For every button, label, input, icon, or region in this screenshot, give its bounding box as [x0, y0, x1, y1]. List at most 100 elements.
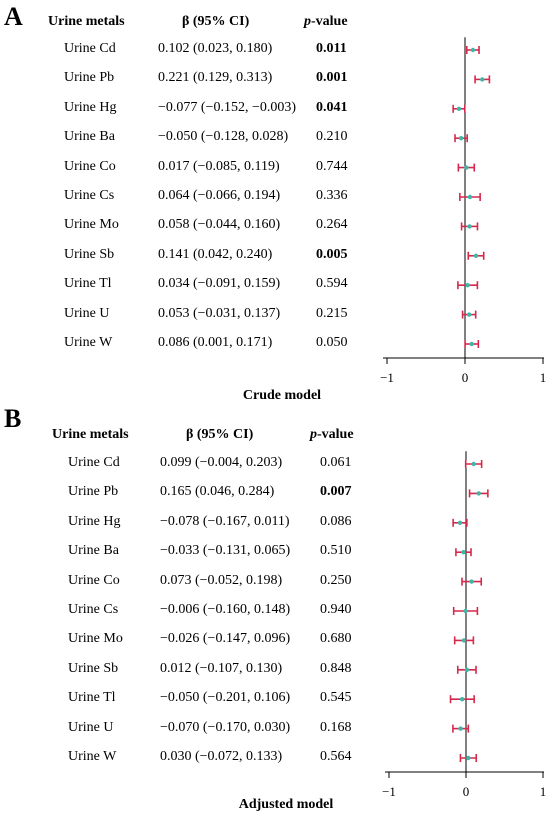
panel-b-row-beta-ci: 0.012 (−0.107, 0.130): [160, 660, 283, 676]
panel-b-row-pvalue: 0.168: [320, 719, 352, 735]
panel-b-row-beta-ci: −0.050 (−0.201, 0.106): [160, 690, 291, 706]
panel-b-row-metal: Urine U: [68, 719, 114, 735]
panel-a-row-beta-ci: 0.141 (0.042, 0.240): [158, 246, 273, 262]
panel-a-row-beta-ci: 0.064 (−0.066, 0.194): [158, 188, 281, 203]
panel-a-row-beta-ci: 0.034 (−0.091, 0.159): [158, 276, 281, 292]
panel-a-title: Crude model: [242, 388, 322, 403]
panel-a-row-metal: Urine Co: [64, 158, 116, 174]
panel-a-row-pvalue: 0.050: [316, 335, 348, 350]
panel-b-row-metal: Urine Cs: [68, 602, 119, 617]
panel-a-row-beta-ci: 0.053 (−0.031, 0.137): [158, 305, 281, 321]
panel-b-row-beta-ci: −0.070 (−0.170, 0.030): [160, 719, 291, 735]
panel-b-row-pvalue: 0.510: [320, 543, 352, 559]
panel-a-row-metal: Urine Mo: [64, 217, 119, 233]
panel-a-point-estimate: [458, 136, 464, 141]
panel-a-row-metal: Urine Sb: [64, 246, 115, 262]
panel-a-row-metal: Urine Tl: [64, 276, 112, 292]
panel-a-row-pvalue: 0.041: [316, 99, 348, 115]
panel-b-header-value: -value: [317, 427, 354, 442]
panel-b-row-metal: Urine Hg: [68, 513, 121, 529]
panel-a-row-pvalue: 0.005: [316, 246, 348, 262]
panel-b-header-p: p: [310, 427, 317, 442]
panel-b-point-estimate: [464, 667, 470, 672]
panel-a-point-estimate: [480, 77, 485, 82]
panel-a-point-estimate: [456, 106, 462, 112]
panel-a-header-value: -value: [311, 14, 348, 29]
panel-a-header-metals: Urine metals: [48, 14, 125, 29]
panel-b-title: Adjusted model: [238, 797, 334, 812]
panel-b-row-metal: Urine Mo: [68, 631, 123, 647]
panel-a-x-tick-label: 1: [540, 370, 547, 385]
panel-a-row-beta-ci: 0.017 (−0.085, 0.119): [158, 158, 280, 174]
panel-a-row-pvalue: 0.744: [316, 158, 348, 174]
panel-b-row-beta-ci: 0.099 (−0.004, 0.203): [160, 455, 283, 470]
panel-b-point-estimate: [459, 697, 465, 702]
panel-b-point-estimate: [469, 579, 474, 584]
panel-b-row-pvalue: 0.848: [320, 660, 352, 676]
panel-a-forest-plot: −1 0 1: [380, 37, 547, 385]
panel-b-row-beta-ci: −0.078 (−0.167, 0.011): [160, 513, 290, 529]
panel-b-point-estimate: [476, 491, 481, 496]
panel-a-row-metal: Urine Hg: [64, 99, 117, 115]
panel-b-point-estimate: [461, 550, 466, 555]
panel-a-row-pvalue: 0.011: [316, 41, 347, 56]
panel-a-point-estimate: [469, 341, 474, 347]
panel-b-row-metal: Urine W: [68, 749, 117, 764]
panel-a-point-estimate: [465, 283, 470, 288]
panel-b-header-metals: Urine metals: [52, 427, 129, 442]
panel-a-point-estimate: [464, 165, 469, 170]
panel-a-x-tick-label: 0: [462, 370, 469, 385]
panel-a-row-pvalue: 0.210: [316, 129, 348, 145]
panel-b-row-beta-ci: −0.033 (−0.131, 0.065): [160, 543, 291, 559]
panel-a-row-pvalue: 0.001: [316, 70, 348, 86]
panel-b-row-pvalue: 0.086: [320, 513, 352, 529]
panel-b-header-pvalue: p-value: [310, 427, 354, 443]
panel-b-row-beta-ci: −0.006 (−0.160, 0.148): [160, 602, 291, 617]
panel-b-point-estimate: [457, 520, 463, 525]
panel-b-point-estimate: [466, 755, 471, 761]
panel-b-row-pvalue: 0.250: [320, 572, 352, 588]
panel-b-x-tick-label: 1: [540, 784, 547, 799]
panel-a-point-estimate: [470, 47, 476, 53]
panel-a-row-beta-ci: −0.077 (−0.152, −0.003): [158, 99, 297, 115]
panel-a-row-metal: Urine Ba: [64, 129, 115, 145]
panel-a-row-metal: Urine Cs: [64, 188, 115, 203]
panel-b-row-beta-ci: 0.165 (0.046, 0.284): [160, 484, 275, 500]
panel-b-row-metal: Urine Pb: [68, 484, 119, 500]
panel-b-header-beta: β (95% CI): [186, 427, 254, 442]
panel-a-row-pvalue: 0.215: [316, 305, 348, 321]
panel-a-letter: A: [4, 2, 23, 31]
panel-b-row-beta-ci: −0.026 (−0.147, 0.096): [160, 631, 291, 647]
panel-b-row-pvalue: 0.564: [320, 749, 352, 764]
panel-b-x-tick-label: −1: [382, 784, 396, 799]
panel-b-row-metal: Urine Sb: [68, 660, 119, 676]
panel-a-header-beta: β (95% CI): [182, 14, 250, 29]
panel-b-letter: B: [4, 404, 22, 433]
panel-a-point-estimate: [467, 194, 473, 200]
panel-a-row-beta-ci: 0.221 (0.129, 0.313): [158, 70, 273, 86]
panel-a-row-metal: Urine Pb: [64, 70, 115, 86]
panel-a-point-estimate: [473, 253, 479, 258]
panel-b-row-pvalue: 0.545: [320, 690, 352, 706]
panel-b-row-metal: Urine Co: [68, 572, 120, 588]
panel-a-row-beta-ci: −0.050 (−0.128, 0.028): [158, 129, 289, 145]
panel-a-row-beta-ci: 0.086 (0.001, 0.171): [158, 335, 273, 350]
panel-b-row-pvalue: 0.007: [320, 484, 352, 500]
panel-a-row-pvalue: 0.594: [316, 276, 348, 292]
panel-b-row-beta-ci: 0.030 (−0.072, 0.133): [160, 749, 283, 764]
panel-a-row-beta-ci: 0.058 (−0.044, 0.160): [158, 217, 281, 233]
panel-a-x-tick-label: −1: [380, 370, 394, 385]
panel-b-row-metal: Urine Tl: [68, 690, 116, 706]
panel-b-row-metal: Urine Cd: [68, 455, 120, 470]
panel-a-row-metal: Urine W: [64, 335, 113, 350]
panel-a-point-estimate: [466, 312, 472, 317]
panel-a-row-metal: Urine U: [64, 305, 110, 321]
panel-a-row-pvalue: 0.336: [316, 188, 348, 203]
panel-a-header-pvalue: p-value: [304, 14, 348, 30]
panel-b-forest-plot: −1 0 1: [382, 451, 547, 799]
panel-a-row-beta-ci: 0.102 (0.023, 0.180): [158, 41, 273, 56]
panel-b-row-metal: Urine Ba: [68, 543, 119, 559]
panel-b-point-estimate: [461, 638, 467, 643]
panel-b-point-estimate: [463, 608, 468, 614]
panel-a-header-p: p: [304, 14, 311, 29]
